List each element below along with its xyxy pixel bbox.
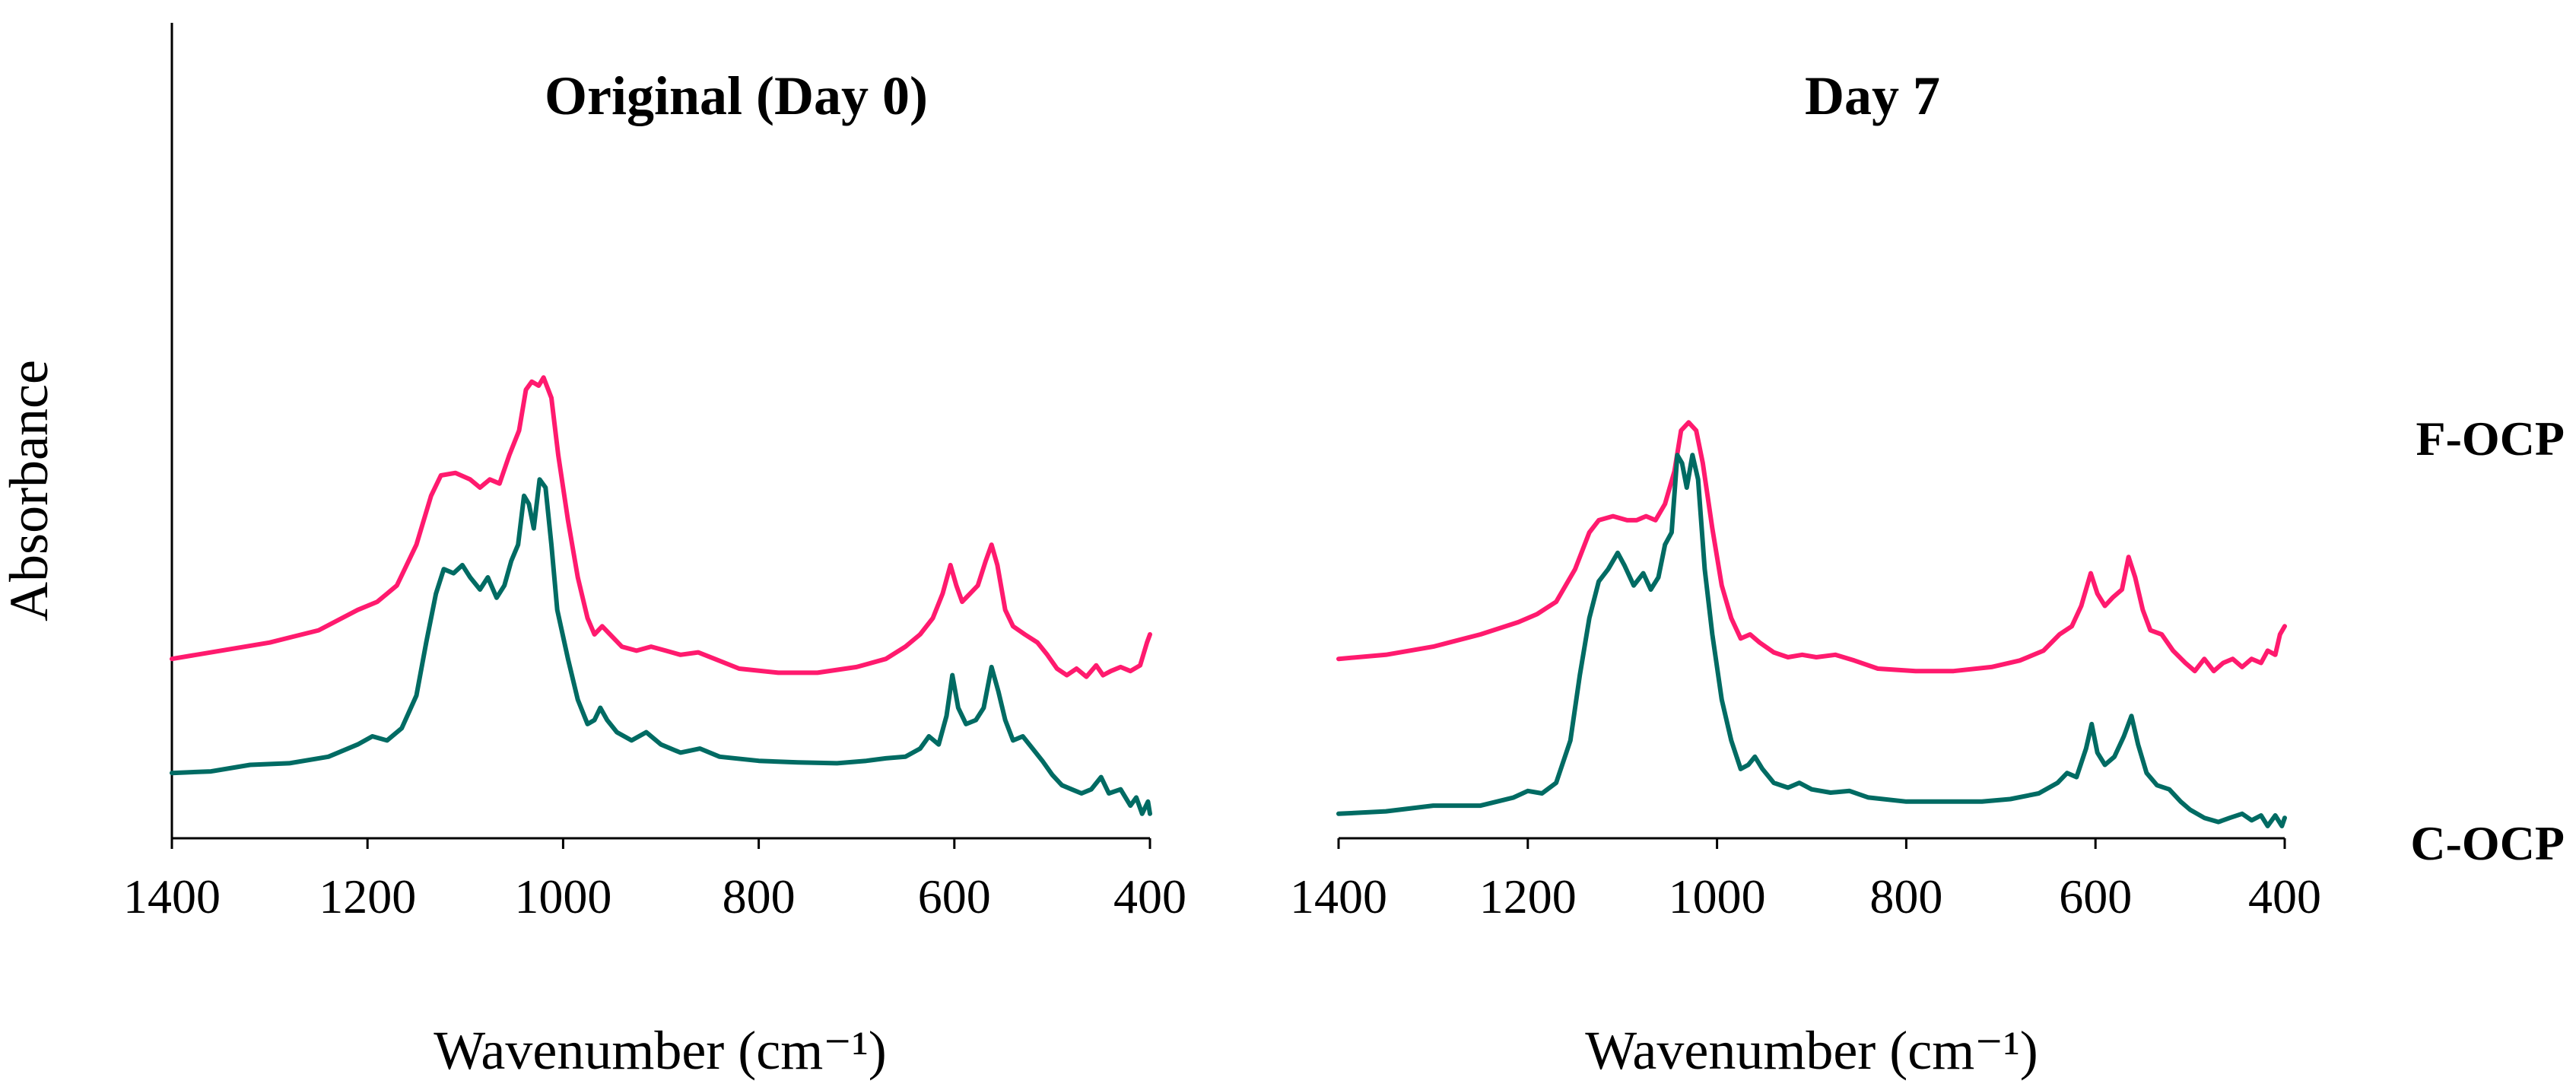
panel-day7-tick-label-400: 400 — [2248, 869, 2321, 923]
panel-day0: Original (Day 0) Wavenumber (cm⁻¹) 1400 1… — [123, 23, 1186, 1081]
panel-day7-tick-label-1000: 1000 — [1669, 869, 1766, 923]
series-label-f-ocp: F-OCP — [2416, 412, 2565, 466]
panel-day0-x-axis-label: Wavenumber (cm⁻¹) — [434, 1020, 887, 1081]
y-axis-label: Absorbance — [0, 360, 59, 621]
panel-day0-ticks: 1400 1200 1000 800 600 400 — [123, 838, 1186, 923]
panel-day7-x-axis-label: Wavenumber (cm⁻¹) — [1585, 1020, 2038, 1081]
panel-day7-title: Day 7 — [1805, 65, 1940, 126]
panel-day7-tick-label-600: 600 — [2059, 869, 2132, 923]
panel-day7-tick-label-1400: 1400 — [1290, 869, 1387, 923]
panel-day0-tick-label-1400: 1400 — [123, 869, 221, 923]
panel-day0-tick-label-1000: 1000 — [514, 869, 611, 923]
panel-day7-series-f-ocp — [1336, 420, 2287, 674]
panel-day0-series-c-ocp — [170, 477, 1152, 816]
panel-day7-tick-label-1200: 1200 — [1479, 869, 1577, 923]
panel-day7-tick-label-800: 800 — [1869, 869, 1942, 923]
panel-day0-series-f-ocp — [170, 375, 1152, 679]
panel-day0-tick-label-600: 600 — [918, 869, 991, 923]
panel-day0-tick-label-400: 400 — [1113, 869, 1186, 923]
panel-day0-tick-label-1200: 1200 — [319, 869, 416, 923]
panel-day0-tick-label-800: 800 — [723, 869, 796, 923]
panel-day7-ticks: 1400 1200 1000 800 600 400 — [1290, 838, 2321, 923]
panel-day7-series-c-ocp — [1336, 453, 2287, 828]
panel-day7: Day 7 Wavenumber (cm⁻¹) 1400 1200 1000 800 6… — [1290, 65, 2321, 1081]
series-label-c-ocp: C-OCP — [2410, 816, 2565, 870]
panel-day0-title: Original (Day 0) — [545, 65, 928, 126]
panel-day0-series — [170, 375, 1152, 816]
panel-day7-series — [1336, 420, 2287, 828]
